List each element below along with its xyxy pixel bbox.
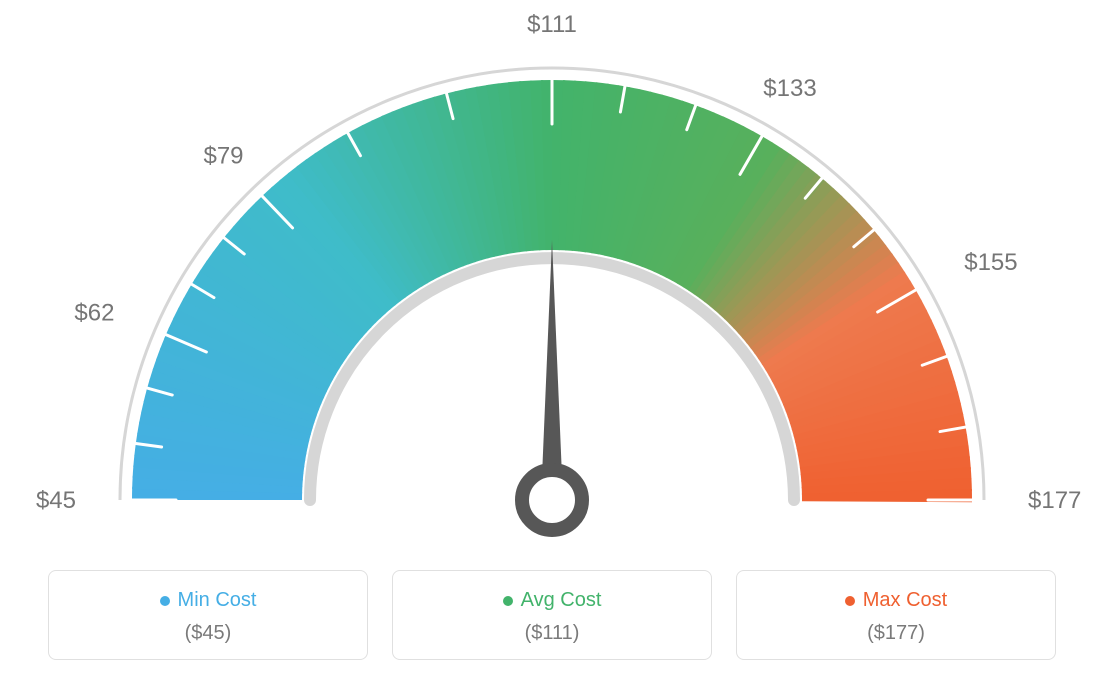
legend-value-avg: ($111) [405,622,699,645]
legend-dot-avg [503,596,513,606]
legend-title-avg: Avg Cost [503,589,602,612]
gauge-tick-label: $133 [763,75,816,102]
gauge-tick-label: $155 [964,249,1017,276]
legend-value-min: ($45) [61,622,355,645]
legend-value-max: ($177) [749,622,1043,645]
legend-label-max: Max Cost [863,589,947,612]
legend-title-max: Max Cost [845,589,947,612]
legend-card-avg: Avg Cost ($111) [392,570,712,660]
legend-label-min: Min Cost [178,589,257,612]
gauge-needle-hub [522,470,582,530]
legend-card-max: Max Cost ($177) [736,570,1056,660]
gauge-tick-label: $45 [36,487,76,514]
legend-dot-max [845,596,855,606]
legend-dot-min [160,596,170,606]
legend-label-avg: Avg Cost [521,589,602,612]
gauge-svg: $45 $62 $79 $111 $133 $155 $177 [0,0,1104,560]
gauge-tick-label: $79 [203,143,243,170]
gauge-tick-label: $62 [74,300,114,327]
gauge-needle [541,240,563,500]
legend-card-min: Min Cost ($45) [48,570,368,660]
gauge-tick-label: $111 [527,11,577,38]
legend-row: Min Cost ($45) Avg Cost ($111) Max Cost … [0,570,1104,660]
gauge-tick-label: $177 [1028,487,1081,514]
gauge-chart: $45 $62 $79 $111 $133 $155 $177 [0,0,1104,560]
legend-title-min: Min Cost [160,589,257,612]
